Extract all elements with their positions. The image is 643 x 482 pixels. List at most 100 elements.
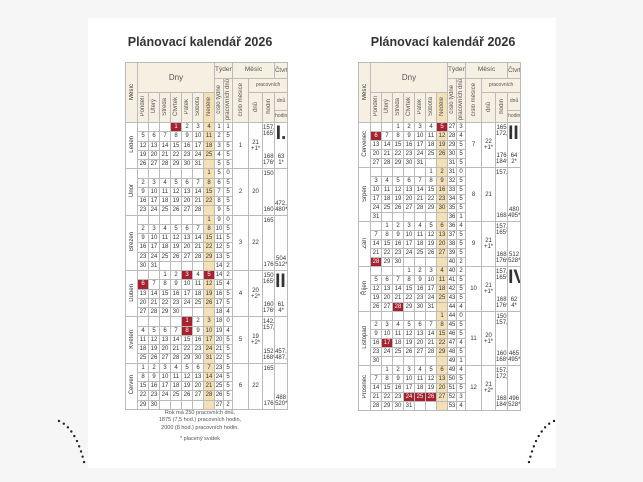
quarter-value: 4* [278, 308, 284, 315]
day-cell: 6 [403, 176, 415, 187]
day-cell: 12 [403, 329, 415, 340]
day-cell: 20 [381, 293, 393, 304]
month-workdays-value: 21 [485, 238, 492, 245]
holiday-day-cell: 25 [414, 392, 426, 403]
header-month-group: Měsíc [232, 62, 276, 79]
week-number: 36 [447, 212, 458, 223]
day-cell: 8 [202, 177, 216, 188]
week-number: 44 [447, 302, 458, 313]
week-number: 16 [214, 288, 225, 299]
quarter-value: 62 [510, 297, 518, 304]
day-cell: 1 [403, 266, 415, 277]
quarter-cell: 512 528* [507, 221, 522, 268]
week-number: 51 [447, 383, 458, 394]
week-workdays: 5 [456, 158, 467, 169]
calendar-table-h2: MěsícDnyTýdenMěsícČtvrt.číslo týdnepraco… [358, 61, 522, 412]
day-cell: 6 [381, 275, 393, 286]
day-cell: 12 [148, 334, 160, 346]
day-cell: 23 [181, 149, 193, 161]
hours-value: 157,5 [496, 224, 507, 231]
month-name: Červenec [358, 122, 371, 169]
note-line: 2000 (8 hod.) pracovních hodin. [161, 424, 239, 431]
week-number: 34 [447, 194, 458, 205]
month-workdays-value: 20 [252, 287, 259, 294]
day-cell: 7 [425, 320, 437, 331]
empty-day-cell [414, 401, 426, 412]
day-cell: 1 [159, 270, 171, 281]
month-name: Květen [125, 316, 138, 364]
day-cell: 14 [414, 185, 426, 196]
hours-value: 176 [263, 400, 274, 407]
weekday-label: Pondělí [140, 96, 146, 117]
day-cell: 20 [370, 149, 382, 160]
day-cell: 5 [370, 275, 382, 286]
empty-day-cell [381, 167, 393, 178]
quarter-cell: 496 528* [507, 365, 522, 412]
day-cell: 11 [392, 329, 404, 340]
day-cell: 30 [403, 158, 415, 169]
empty-day-cell [381, 266, 393, 277]
day-cell: 22 [159, 297, 171, 309]
empty-day-cell [202, 205, 216, 216]
day-cell: 9 [137, 233, 149, 244]
day-cell: 12 [181, 371, 193, 383]
day-cell: 13 [435, 374, 449, 385]
day-cell: 27 [148, 159, 160, 170]
day-cell: 19 [403, 338, 415, 349]
week-row: 28 29 30 40 2 [359, 257, 521, 268]
header-working-label: pracovních [488, 82, 514, 88]
day-cell: 20 [181, 196, 193, 207]
day-cell: 8 [435, 320, 449, 331]
day-cell: 29 [425, 203, 437, 214]
header-month-hours-label: hodin [498, 99, 505, 114]
header-week-number: číslo týdne [214, 77, 225, 124]
week-number: 13 [214, 251, 225, 262]
day-cell: 12 [170, 233, 182, 244]
header-month-hours: hodin [262, 91, 276, 124]
day-cell: 16 [137, 196, 149, 207]
header-week: Týden [214, 62, 234, 79]
day-cell: 29 [381, 401, 393, 412]
month-number: 3 [232, 214, 250, 272]
header-weekday: Sobota [425, 91, 437, 124]
day-cell: 2 [414, 266, 426, 277]
day-cell: 7 [159, 131, 171, 142]
quarter-cell: 480 495* [507, 167, 522, 223]
day-cell: 22 [381, 392, 393, 403]
header-weekday: Středa [159, 91, 171, 124]
day-cell: 11 [414, 230, 426, 241]
hours-value: 165 [263, 217, 274, 224]
day-cell: 7 [192, 223, 204, 235]
day-cell: 15 [425, 185, 437, 196]
hours-value: 176 [263, 262, 274, 269]
day-cell: 14 [159, 140, 171, 151]
day-cell: 9 [403, 131, 415, 142]
day-cell: 18 [170, 381, 182, 392]
weekday-label: Středa [162, 97, 168, 116]
week-number: 27 [447, 122, 458, 133]
quarter-value: 495* [508, 213, 521, 220]
header-month-number-label: číslo měsíce [470, 82, 477, 117]
hours-value: 160 [496, 351, 507, 358]
week-row: 21 22 23 24 25 26 27 39 5 [359, 248, 521, 259]
week-workdays: 5 [456, 284, 467, 295]
week-row: Září123456364921+1*157,5165*168176*51252… [358, 221, 522, 268]
week-row: Březen 1 9 0 3 22 165 176 504 512* [125, 214, 289, 272]
week-row: Prosinec1234564941221+2*157,5172,5*16818… [358, 365, 522, 412]
day-cell: 5 [403, 320, 415, 331]
day-cell: 26 [370, 302, 382, 313]
day-cell: 21 [381, 149, 393, 160]
week-number: 14 [214, 260, 225, 272]
day-cell: 4 [414, 221, 426, 232]
header-weekday: Sobota [192, 91, 204, 124]
day-cell: 19 [392, 194, 404, 205]
day-cell: 27 [435, 248, 449, 259]
day-cell: 11 [159, 233, 171, 244]
quarter-value: 480* [275, 206, 288, 213]
day-cell: 30 [137, 260, 149, 272]
day-cell: 10 [148, 186, 160, 198]
day-cell: 29 [381, 257, 393, 268]
hours-value: 168 [496, 297, 507, 304]
empty-day-cell [148, 214, 160, 225]
